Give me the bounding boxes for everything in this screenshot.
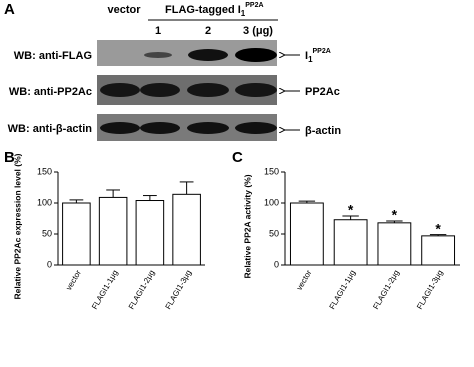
target-text: I bbox=[305, 50, 308, 62]
y-tick-label: 50 bbox=[269, 228, 279, 238]
panel-label: A bbox=[4, 1, 15, 18]
header-sup: PP2A bbox=[245, 2, 263, 9]
x-tick-label: vector bbox=[295, 268, 314, 292]
x-tick-label: FLAGI1-2μg bbox=[127, 269, 157, 311]
header-vector: vector bbox=[107, 4, 141, 16]
x-tick-label: FLAGI1-3μg bbox=[164, 269, 194, 311]
x-tick-label: FLAGI1-1μg bbox=[90, 269, 120, 311]
row-label: WB: anti-PP2Ac bbox=[9, 86, 92, 98]
y-tick-label: 100 bbox=[264, 197, 279, 207]
panel-label: B bbox=[4, 149, 15, 166]
significance-mark: * bbox=[435, 220, 441, 236]
header-sub: 1 bbox=[241, 9, 246, 18]
bar bbox=[377, 222, 412, 266]
target-sup: PP2A bbox=[313, 48, 331, 55]
row-label: WB: anti-FLAG bbox=[14, 50, 92, 62]
header-group: FLAG-tagged I1PP2A bbox=[165, 2, 264, 18]
lane-label: 2 bbox=[205, 25, 211, 37]
row-target: I1PP2A bbox=[305, 48, 331, 64]
panel-label: C bbox=[232, 149, 243, 166]
target-text: PP2Ac bbox=[305, 86, 340, 98]
y-axis-label: Relative PP2Ac expression level (%) bbox=[12, 153, 22, 299]
row-label: WB: anti-β-actin bbox=[8, 123, 93, 135]
y-tick-label: 150 bbox=[37, 166, 52, 176]
x-tick-label: vector bbox=[64, 268, 83, 292]
target-text: β-actin bbox=[305, 125, 341, 137]
x-tick-label: FLAGI1-3μg bbox=[415, 269, 445, 311]
target-sub: 1 bbox=[308, 55, 313, 64]
significance-mark: * bbox=[348, 202, 354, 218]
bar bbox=[62, 202, 91, 266]
bar bbox=[135, 200, 165, 266]
row-target: β-actin bbox=[305, 125, 341, 137]
y-tick-label: 150 bbox=[264, 166, 279, 176]
bar bbox=[172, 193, 201, 266]
bar bbox=[98, 196, 128, 266]
header-text: FLAG-tagged I bbox=[165, 4, 241, 16]
y-tick-label: 0 bbox=[274, 259, 279, 269]
significance-mark: * bbox=[392, 207, 398, 223]
y-tick-label: 100 bbox=[37, 197, 52, 207]
y-axis-label: Relative PP2A activity (%) bbox=[242, 174, 252, 278]
blot-image bbox=[97, 40, 277, 141]
x-tick-label: FLAGI1-2μg bbox=[371, 269, 401, 311]
x-tick-label: FLAGI1-1μg bbox=[328, 269, 358, 311]
lane-label: 1 bbox=[155, 25, 161, 37]
lane-label: 3 (μg) bbox=[243, 25, 273, 37]
y-tick-label: 0 bbox=[47, 259, 52, 269]
row-target: PP2Ac bbox=[305, 86, 340, 98]
bar bbox=[333, 219, 368, 266]
bar bbox=[421, 235, 456, 266]
y-tick-label: 50 bbox=[42, 228, 52, 238]
bar bbox=[289, 202, 324, 266]
